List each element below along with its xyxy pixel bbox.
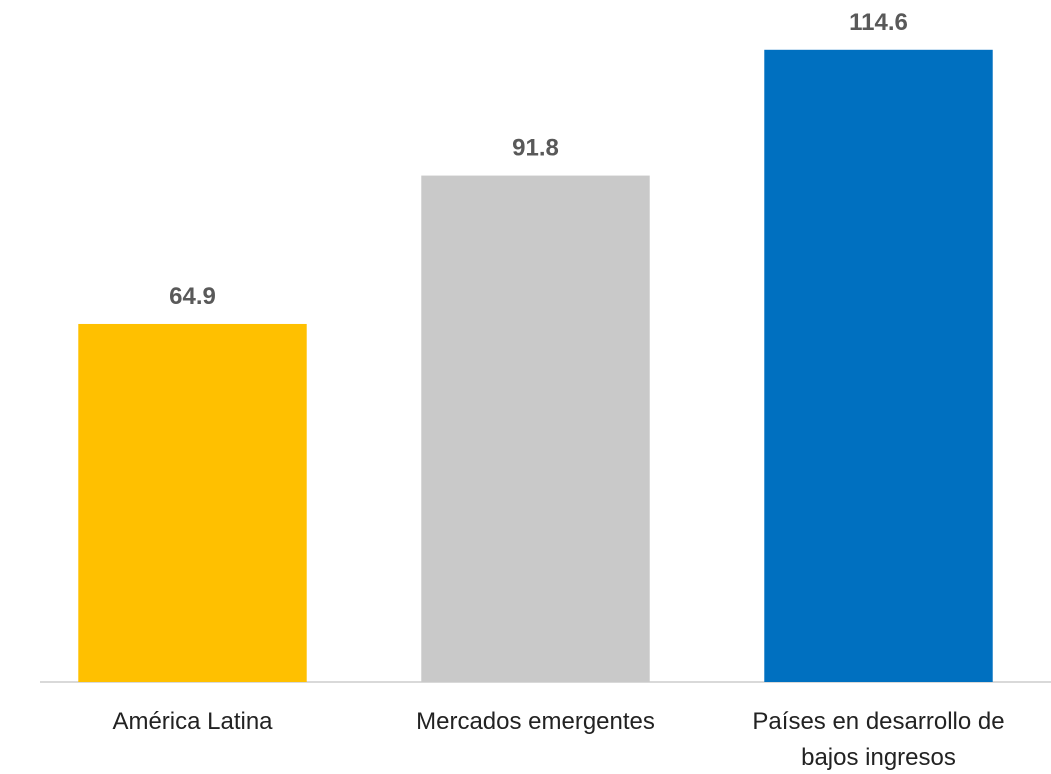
x-tick-label: Países en desarrollo de bajos ingresos (752, 708, 1005, 771)
data-label: 91.8 (512, 135, 559, 162)
x-tick-label: América Latina (112, 708, 273, 735)
x-tick-label: Mercados emergentes (416, 708, 655, 735)
data-label: 114.6 (849, 9, 908, 36)
bar (421, 175, 650, 682)
bar (78, 323, 307, 682)
bar (764, 49, 993, 683)
data-label: 64.9 (169, 283, 216, 310)
